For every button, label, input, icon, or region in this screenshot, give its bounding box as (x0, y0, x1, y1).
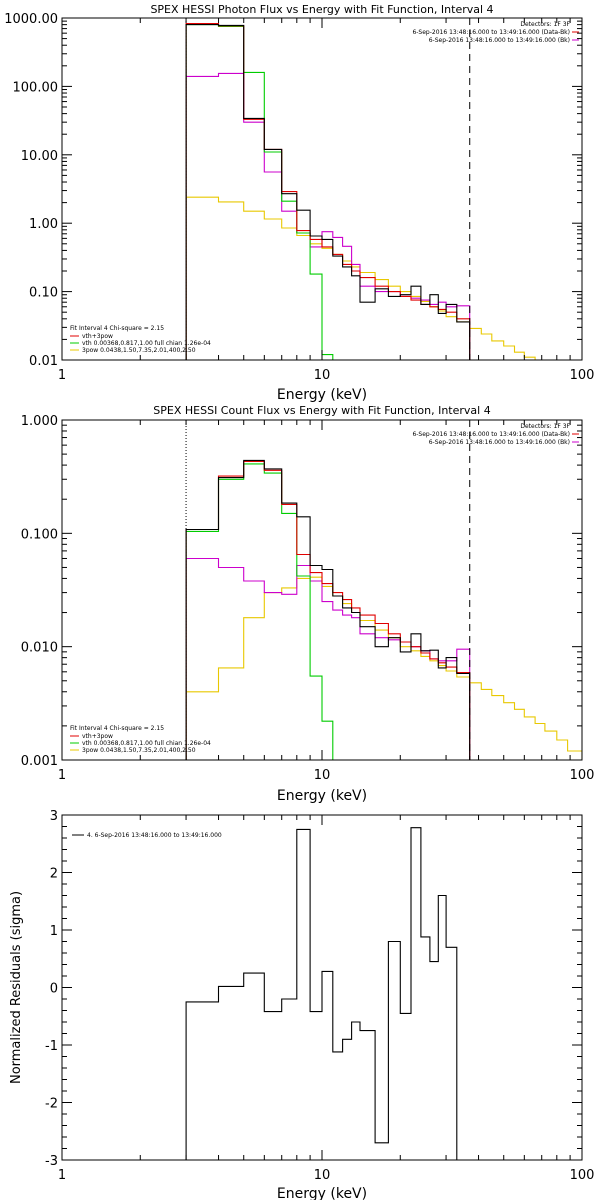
y-axis-label: Normalized Residuals (sigma) (9, 891, 24, 1084)
series-total-line (185, 22, 471, 360)
series-data-line (185, 459, 471, 760)
y-tick-label: 0.100 (21, 527, 58, 542)
fit-legend-label: vth+3pow (82, 333, 113, 340)
x-tick-label: 10 (314, 1168, 331, 1183)
x-axis-label: Energy (keV) (277, 788, 367, 804)
y-tick-label: 100.00 (13, 80, 59, 95)
y-tick-label: 0.10 (29, 286, 58, 301)
x-axis-label: Energy (keV) (277, 387, 367, 403)
residual-legend-label: 4. 6-Sep-2016 13:48:16.000 to 13:49:16.0… (87, 832, 222, 839)
series-group (185, 827, 458, 1160)
x-tick-label: 1 (58, 368, 66, 383)
count-flux-panel: SPEX HESSI Count Flux vs Energy with Fit… (21, 404, 595, 804)
chart-title: SPEX HESSI Count Flux vs Energy with Fit… (153, 404, 490, 417)
x-tick-label: 100 (570, 768, 595, 783)
chart-title: SPEX HESSI Photon Flux vs Energy with Fi… (150, 3, 493, 16)
fit-legend-label: 3pow 0.0438,1.50,7.35,2.01,400,2.50 (82, 347, 196, 354)
y-tick-label: 0 (50, 982, 58, 997)
y-tick-label: 0.001 (21, 754, 58, 769)
fit-legend-label: vth 0.00368,0.817,1.00 full chian 1.26e-… (82, 340, 211, 347)
info-line: Detectors: 1F 3F (520, 423, 570, 430)
x-tick-label: 100 (570, 1168, 595, 1183)
info-line: 6-Sep-2016 13:48:16.000 to 13:49:16.000 … (429, 439, 570, 446)
series-background-line (185, 72, 471, 360)
fit-legend-label: 3pow 0.0438,1.50,7.35,2.01,400,2.50 (82, 747, 196, 754)
info-line: 6-Sep-2016 13:48:16.000 to 13:49:16.000 … (412, 29, 570, 36)
photon-flux-panel: SPEX HESSI Photon Flux vs Energy with Fi… (4, 3, 594, 403)
y-tick-label: 1.000 (21, 414, 58, 429)
y-tick-label: -1 (45, 1039, 58, 1054)
y-tick-label: 3 (50, 809, 58, 824)
x-tick-label: 10 (314, 368, 331, 383)
fit-legend-label: vth 0.00368,0.817,1.00 full chian 1.26e-… (82, 740, 211, 747)
series-thermal-line (185, 463, 339, 760)
series-data-line (185, 24, 471, 360)
series-total-line (185, 460, 471, 760)
series-background-line (185, 557, 471, 760)
x-tick-label: 1 (58, 1168, 66, 1183)
info-line: 6-Sep-2016 13:48:16.000 to 13:49:16.000 … (429, 37, 570, 44)
fit-legend-header: Fit Interval 4 Chi-square = 2.15 (70, 325, 164, 332)
x-tick-label: 100 (570, 368, 595, 383)
series-group (185, 459, 582, 760)
x-tick-label: 1 (58, 768, 66, 783)
y-tick-label: 1.00 (29, 217, 58, 232)
y-tick-label: 0.010 (21, 641, 58, 656)
y-tick-label: -2 (45, 1097, 58, 1112)
y-tick-label: 2 (50, 867, 58, 882)
y-tick-label: 10.00 (21, 149, 58, 164)
series-group (185, 22, 557, 360)
series-powerlaw-line (185, 576, 582, 760)
x-axis-label: Energy (keV) (277, 1186, 367, 1200)
y-tick-label: -3 (45, 1154, 58, 1169)
series-thermal-line (185, 24, 339, 360)
series-powerlaw-line (185, 196, 557, 360)
y-tick-label: 1000.00 (4, 12, 58, 27)
info-line: 6-Sep-2016 13:48:16.000 to 13:49:16.000 … (412, 431, 570, 438)
series-data-line (185, 827, 458, 1160)
info-line: Detectors: 1F 3F (520, 21, 570, 28)
residuals-panel: 1 10 100 -3 -2 -1 0 1 2 3 Energy (keV) Normalized R… (9, 809, 594, 1200)
y-tick-label: 1 (50, 924, 58, 939)
fit-legend-header: Fit Interval 4 Chi-square = 2.15 (70, 725, 164, 732)
fit-legend-label: vth+3pow (82, 733, 113, 740)
x-tick-label: 10 (314, 768, 331, 783)
y-tick-label: 0.01 (29, 354, 58, 369)
